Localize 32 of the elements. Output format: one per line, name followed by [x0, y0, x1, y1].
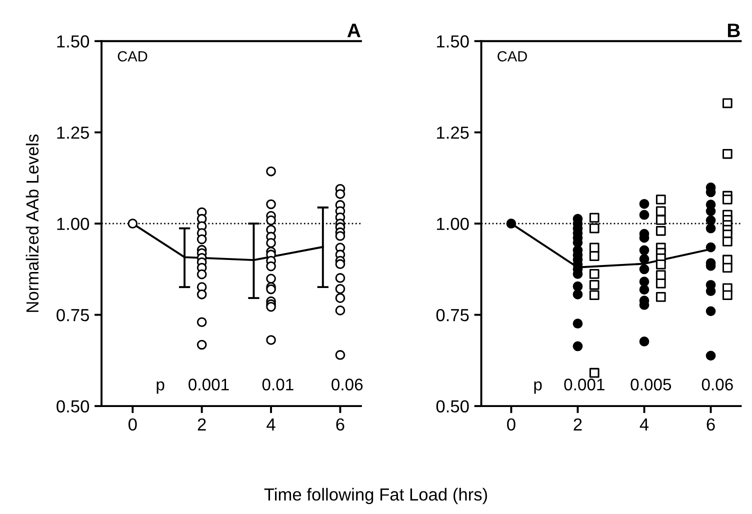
y-tick-label: 1.50 [57, 35, 90, 48]
annotation: 0.01 [262, 378, 294, 390]
chart-title: A [347, 24, 360, 38]
annotation: CAD [498, 51, 527, 62]
x-tick-label: 4 [266, 418, 276, 430]
y-tick-label: 0.50 [436, 400, 469, 413]
y-axis-title: Normalized AAb Levels [26, 134, 39, 312]
annotation: 0.001 [564, 378, 604, 390]
y-tick-label: 0.75 [436, 308, 469, 322]
y-tick-label: 1.50 [437, 35, 469, 48]
x-tick-label: 0 [507, 418, 516, 431]
x-tick-label: 2 [198, 418, 206, 430]
annotation: 0.06 [332, 378, 363, 390]
x-tick-label: 6 [336, 418, 344, 431]
y-tick-label: 1.25 [57, 126, 89, 139]
y-tick-label: 0.50 [56, 400, 90, 413]
chart-title: B [728, 24, 740, 38]
y-tick-label: 1.00 [57, 218, 90, 230]
annotation: 0.001 [188, 378, 229, 390]
annotation: 0.06 [702, 378, 733, 390]
y-tick-label: 1.25 [437, 126, 469, 139]
x-tick-label: 0 [128, 418, 137, 431]
x-axis-title: Time following Fat Load (hrs) [264, 488, 488, 504]
y-tick-label: 0.75 [56, 308, 89, 322]
annotation: p [156, 381, 164, 394]
y-tick-label: 1.00 [437, 218, 469, 230]
annotation: 0.005 [630, 378, 672, 390]
x-tick-label: 4 [640, 418, 649, 430]
x-tick-label: 6 [706, 418, 715, 431]
x-tick-label: 2 [574, 418, 582, 430]
annotation: CAD [118, 51, 148, 62]
annotation: p [534, 381, 542, 394]
